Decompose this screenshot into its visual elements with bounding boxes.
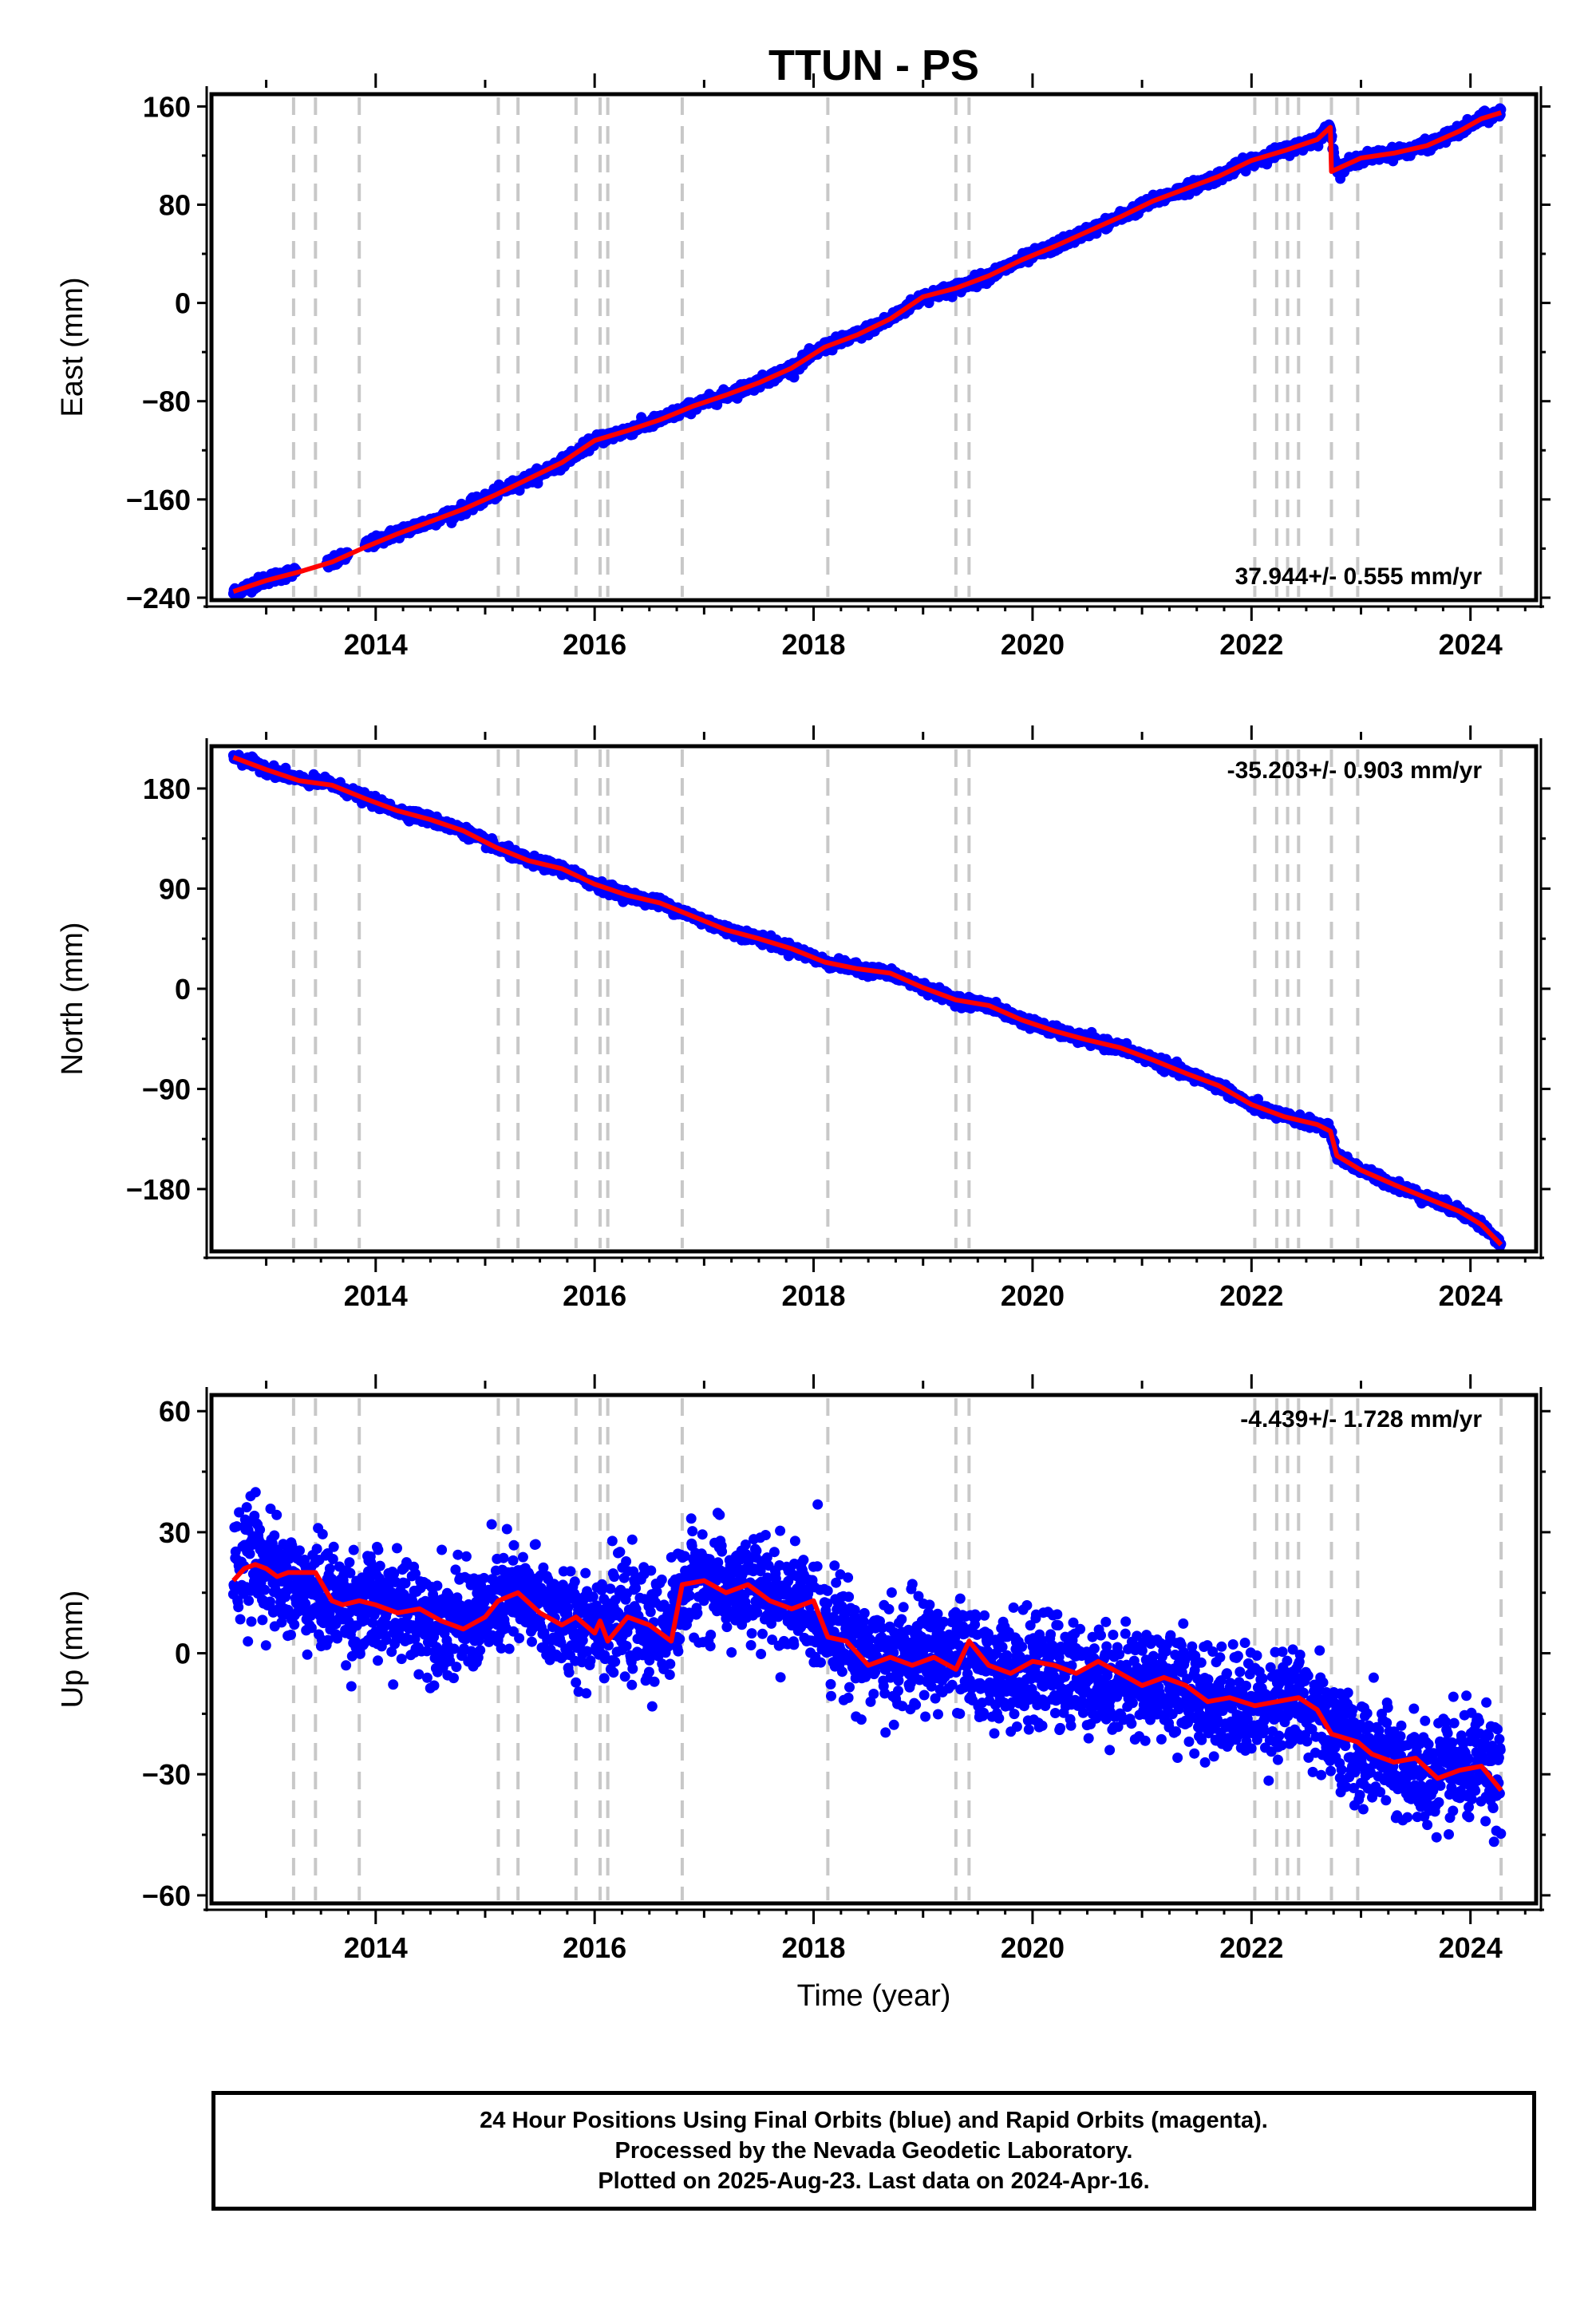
x-tick-label: 2016 — [563, 628, 626, 661]
chart-title: TTUN - PS — [768, 41, 979, 89]
x-tick-label: 2020 — [1001, 628, 1065, 661]
y-tick-label: −80 — [142, 385, 191, 418]
x-tick-label: 2018 — [781, 628, 845, 661]
x-tick-label: 2024 — [1439, 628, 1503, 661]
y-tick-label: 160 — [143, 90, 191, 123]
point-cloud — [227, 749, 1507, 1251]
y-tick-label: −240 — [126, 582, 191, 615]
panel-1: 2014 2016 2018 2020 2022 2024−180−90090180Nor… — [56, 725, 1551, 1312]
y-tick-label: 80 — [159, 188, 191, 221]
y-tick-label: 0 — [175, 287, 191, 320]
y-tick-label: −160 — [126, 484, 191, 516]
panel-0: 2014 2016 2018 2020 2022 2024 −240 −160 −80 0 80 16… — [56, 73, 1551, 661]
x-tick-label: 2014 — [344, 628, 408, 661]
x-tick-label: 2022 — [1219, 628, 1283, 661]
velocity-rate-label: 37.944+/- 0.555 mm/yr — [1235, 563, 1483, 590]
y-axis-label: East (mm) — [56, 277, 89, 417]
